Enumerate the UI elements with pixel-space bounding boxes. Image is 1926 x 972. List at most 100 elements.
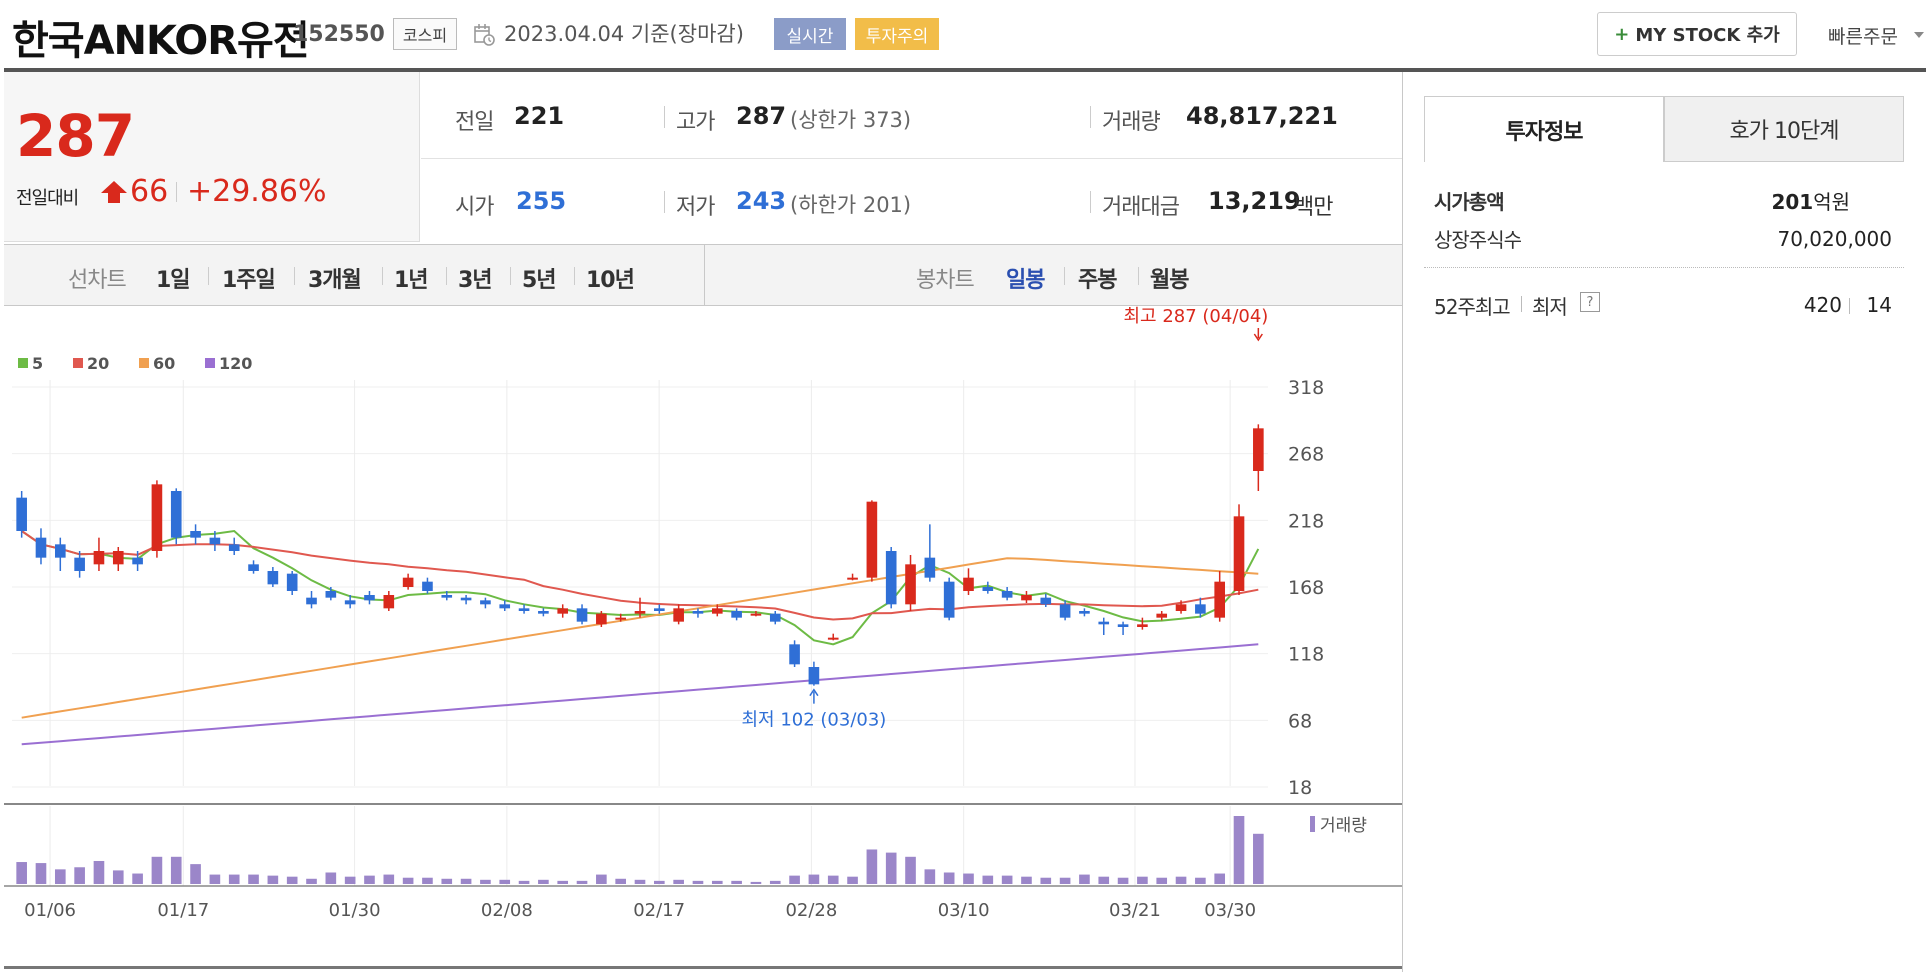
volume-bar	[750, 881, 762, 884]
volume-bar	[209, 874, 221, 884]
candle-body	[132, 557, 143, 565]
divider	[574, 267, 575, 285]
candle-body	[518, 608, 530, 611]
help-icon[interactable]: ?	[1580, 292, 1600, 312]
candle-body	[170, 491, 182, 538]
volume-bar	[885, 852, 897, 884]
week52-low-label: 최저	[1532, 295, 1568, 319]
quick-order-link[interactable]: 빠른주문	[1828, 26, 1898, 48]
volume-bar	[499, 879, 511, 884]
candle-body	[190, 531, 201, 538]
candle-body	[93, 551, 105, 565]
chart-bottom-border	[4, 966, 1402, 969]
market-cap-value-row: 201억원	[1700, 186, 1850, 215]
realtime-button[interactable]: 실시간	[774, 18, 846, 50]
divider	[446, 267, 447, 285]
candle-body	[1021, 595, 1032, 601]
candle-body	[74, 557, 85, 571]
divider	[294, 267, 295, 285]
prev-close-label: 전일	[455, 110, 494, 135]
header-divider	[4, 68, 1926, 72]
divider	[1064, 267, 1065, 285]
add-my-stock-button[interactable]: + MY STOCK 추가	[1597, 12, 1797, 56]
period-1d[interactable]: 1일	[156, 268, 191, 293]
candle-body	[1253, 428, 1264, 471]
divider	[208, 267, 209, 285]
y-tick-label: 318	[1288, 377, 1324, 399]
trade-value-unit: 백만	[1294, 195, 1333, 220]
low-label: 저가	[676, 195, 715, 220]
candle-body	[441, 595, 453, 598]
period-3m[interactable]: 3개월	[308, 268, 362, 293]
stock-header: 한국ANKOR유전 152550 코스피 2023.04.04 기준(장마감) …	[0, 0, 1926, 68]
tab-order-book[interactable]: 호가 10단계	[1664, 96, 1904, 162]
candle-body	[885, 551, 897, 605]
candle-body	[286, 573, 298, 591]
volume-bar	[151, 856, 163, 884]
period-monthly-candle[interactable]: 월봉	[1150, 268, 1189, 293]
volume-bar	[306, 878, 317, 884]
y-tick-label: 268	[1288, 444, 1324, 466]
volume-label: 거래량	[1102, 110, 1161, 135]
x-tick-label: 02/08	[481, 900, 533, 921]
volume-bar	[963, 873, 974, 884]
period-10y[interactable]: 10년	[586, 268, 635, 293]
candlestick-chart[interactable]: 318 268 218 168 118 68 18 01/06 01/17 01/30 02/08 0…	[0, 306, 1402, 966]
volume-bar	[112, 870, 124, 884]
volume-bar	[170, 856, 182, 884]
line-chart-label: 선차트	[68, 268, 127, 293]
y-tick-label: 218	[1288, 510, 1324, 532]
volume-bar	[1253, 833, 1264, 884]
volume-bar	[692, 880, 704, 884]
open-label: 시가	[455, 195, 494, 220]
period-3y[interactable]: 3년	[458, 268, 493, 293]
candle-body	[228, 544, 240, 551]
volume-bar	[460, 878, 472, 884]
candle-body	[1233, 516, 1245, 591]
week52-high-value: 420	[1803, 293, 1842, 317]
candle-body	[827, 637, 839, 640]
plus-icon: +	[1614, 23, 1630, 45]
candle-body	[16, 497, 27, 531]
candle-body	[692, 611, 704, 614]
period-5y[interactable]: 5년	[522, 268, 557, 293]
market-cap-unit: 억원	[1813, 190, 1850, 214]
period-1w[interactable]: 1주일	[222, 268, 276, 293]
caret-down-icon[interactable]	[1914, 32, 1924, 38]
candle-body	[364, 595, 375, 601]
volume-bar	[982, 875, 994, 884]
min-arrowhead	[809, 688, 819, 697]
candle-body	[711, 608, 723, 614]
market-cap-label: 시가총액	[1434, 190, 1505, 214]
period-weekly-candle[interactable]: 주봉	[1078, 268, 1117, 293]
volume-legend-swatch	[1310, 816, 1315, 832]
candle-body	[383, 595, 395, 609]
candle-body	[460, 597, 472, 601]
divider	[176, 182, 177, 202]
candle-body	[654, 608, 665, 611]
volume-bar	[344, 876, 356, 884]
tab-investment-info[interactable]: 투자정보	[1424, 96, 1664, 162]
volume-bar	[286, 876, 298, 884]
upper-limit: (상한가 373)	[790, 108, 912, 132]
candle-body	[1137, 624, 1148, 627]
candle-body	[538, 611, 549, 614]
candle-body	[151, 484, 163, 551]
legend-swatch-60	[139, 358, 149, 368]
volume-bar	[1059, 877, 1071, 884]
candle-body	[866, 501, 878, 578]
legend-swatch-120	[205, 358, 215, 368]
divider	[382, 267, 383, 285]
lower-limit: (하한가 201)	[790, 193, 912, 217]
volume-bar	[1233, 816, 1245, 884]
candle-body	[1214, 581, 1226, 618]
candle-body	[750, 613, 762, 616]
volume-bar	[190, 864, 201, 884]
divider	[1138, 267, 1139, 285]
volume-bar	[35, 863, 47, 884]
candle-body	[1079, 611, 1090, 614]
period-1y[interactable]: 1년	[394, 268, 429, 293]
period-daily-candle[interactable]: 일봉	[1006, 268, 1045, 293]
volume-bar	[480, 879, 491, 884]
y-tick-label: 168	[1288, 577, 1324, 599]
